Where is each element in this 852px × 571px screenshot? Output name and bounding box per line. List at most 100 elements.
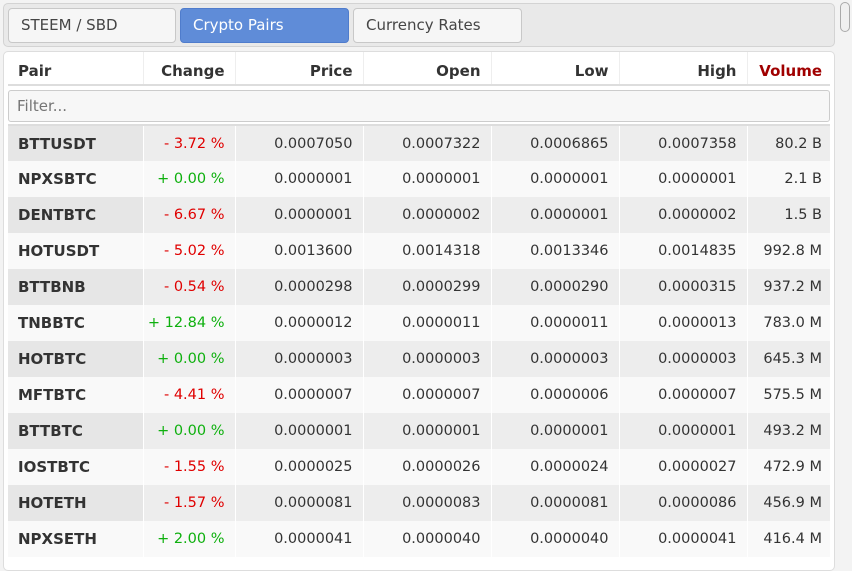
cell-high: 0.0014835 — [619, 233, 748, 269]
cell-pair: NPXSBTC — [8, 161, 144, 197]
header-volume[interactable]: Volume — [747, 52, 830, 86]
cell-pair: HOTUSDT — [8, 233, 144, 269]
cell-low: 0.0000006 — [491, 377, 620, 413]
cell-volume: 937.2 M — [747, 269, 830, 305]
scrollbar[interactable] — [838, 0, 852, 567]
cell-low: 0.0000011 — [491, 305, 620, 341]
header-change[interactable]: Change — [143, 52, 236, 86]
cell-low: 0.0013346 — [491, 233, 620, 269]
cell-change: - 0.54 % — [143, 269, 236, 305]
table-row[interactable]: DENTBTC - 6.67 % 0.0000001 0.0000002 0.00000… — [8, 197, 830, 233]
cell-price: 0.0000001 — [235, 413, 364, 449]
header-pair[interactable]: Pair — [8, 52, 144, 86]
cell-low: 0.0000001 — [491, 413, 620, 449]
cell-high: 0.0000315 — [619, 269, 748, 305]
cell-change: + 2.00 % — [143, 521, 236, 557]
cell-price: 0.0013600 — [235, 233, 364, 269]
cell-high: 0.0000027 — [619, 449, 748, 485]
cell-volume: 783.0 M — [747, 305, 830, 341]
cell-open: 0.0000002 — [363, 197, 492, 233]
cell-volume: 416.4 M — [747, 521, 830, 557]
cell-low: 0.0000001 — [491, 197, 620, 233]
cell-open: 0.0000001 — [363, 161, 492, 197]
cell-price: 0.0000025 — [235, 449, 364, 485]
cell-pair: BTTBNB — [8, 269, 144, 305]
table-row[interactable]: HOTBTC + 0.00 % 0.0000003 0.0000003 0.000000… — [8, 341, 830, 377]
pairs-panel: Pair Change Price Open Low High Volume B… — [3, 51, 835, 571]
cell-change: - 6.67 % — [143, 197, 236, 233]
cell-change: - 1.57 % — [143, 485, 236, 521]
cell-price: 0.0000007 — [235, 377, 364, 413]
cell-high: 0.0007358 — [619, 125, 748, 161]
cell-open: 0.0000001 — [363, 413, 492, 449]
cell-price: 0.0000081 — [235, 485, 364, 521]
cell-price: 0.0000001 — [235, 161, 364, 197]
tab-bar: STEEM / SBD Crypto Pairs Currency Rates — [3, 3, 835, 47]
cell-volume: 2.1 B — [747, 161, 830, 197]
cell-volume: 80.2 B — [747, 125, 830, 161]
cell-change: + 12.84 % — [143, 305, 236, 341]
table-row[interactable]: BTTUSDT - 3.72 % 0.0007050 0.0007322 0.00068… — [8, 125, 830, 161]
cell-high: 0.0000007 — [619, 377, 748, 413]
table-row[interactable]: NPXSBTC + 0.00 % 0.0000001 0.0000001 0.00000… — [8, 161, 830, 197]
pairs-table: Pair Change Price Open Low High Volume B… — [8, 52, 830, 557]
tab-currency-rates[interactable]: Currency Rates — [353, 8, 522, 43]
scrollbar-thumb[interactable] — [840, 2, 850, 32]
header-price[interactable]: Price — [235, 52, 364, 86]
cell-volume: 493.2 M — [747, 413, 830, 449]
cell-pair: MFTBTC — [8, 377, 144, 413]
cell-high: 0.0000001 — [619, 413, 748, 449]
cell-high: 0.0000086 — [619, 485, 748, 521]
filter-input[interactable] — [8, 89, 830, 122]
cell-volume: 1.5 B — [747, 197, 830, 233]
tab-steem-sbd[interactable]: STEEM / SBD — [8, 8, 176, 43]
cell-pair: HOTBTC — [8, 341, 144, 377]
table-row[interactable]: NPXSETH + 2.00 % 0.0000041 0.0000040 0.00000… — [8, 521, 830, 557]
cell-price: 0.0000003 — [235, 341, 364, 377]
cell-low: 0.0000024 — [491, 449, 620, 485]
cell-pair: BTTUSDT — [8, 125, 144, 161]
cell-low: 0.0000001 — [491, 161, 620, 197]
cell-pair: HOTETH — [8, 485, 144, 521]
table-row[interactable]: BTTBNB - 0.54 % 0.0000298 0.0000299 0.000029… — [8, 269, 830, 305]
cell-change: - 4.41 % — [143, 377, 236, 413]
header-high[interactable]: High — [619, 52, 748, 86]
table-row[interactable]: MFTBTC - 4.41 % 0.0000007 0.0000007 0.000000… — [8, 377, 830, 413]
table-row[interactable]: TNBBTC + 12.84 % 0.0000012 0.0000011 0.00000… — [8, 305, 830, 341]
cell-pair: NPXSETH — [8, 521, 144, 557]
cell-open: 0.0000007 — [363, 377, 492, 413]
cell-pair: BTTBTC — [8, 413, 144, 449]
table-row[interactable]: IOSTBTC - 1.55 % 0.0000025 0.0000026 0.00000… — [8, 449, 830, 485]
cell-low: 0.0000081 — [491, 485, 620, 521]
cell-low: 0.0006865 — [491, 125, 620, 161]
cell-change: - 3.72 % — [143, 125, 236, 161]
cell-open: 0.0007322 — [363, 125, 492, 161]
cell-high: 0.0000001 — [619, 161, 748, 197]
cell-volume: 992.8 M — [747, 233, 830, 269]
cell-price: 0.0007050 — [235, 125, 364, 161]
table-row[interactable]: HOTUSDT - 5.02 % 0.0013600 0.0014318 0.00133… — [8, 233, 830, 269]
cell-price: 0.0000298 — [235, 269, 364, 305]
cell-high: 0.0000013 — [619, 305, 748, 341]
cell-pair: TNBBTC — [8, 305, 144, 341]
cell-pair: IOSTBTC — [8, 449, 144, 485]
tab-crypto-pairs[interactable]: Crypto Pairs — [180, 8, 349, 43]
table-row[interactable]: BTTBTC + 0.00 % 0.0000001 0.0000001 0.000000… — [8, 413, 830, 449]
cell-high: 0.0000002 — [619, 197, 748, 233]
cell-price: 0.0000041 — [235, 521, 364, 557]
header-open[interactable]: Open — [363, 52, 492, 86]
cell-open: 0.0000003 — [363, 341, 492, 377]
cell-low: 0.0000003 — [491, 341, 620, 377]
cell-pair: DENTBTC — [8, 197, 144, 233]
cell-high: 0.0000041 — [619, 521, 748, 557]
header-low[interactable]: Low — [491, 52, 620, 86]
cell-volume: 472.9 M — [747, 449, 830, 485]
cell-change: - 1.55 % — [143, 449, 236, 485]
table-row[interactable]: HOTETH - 1.57 % 0.0000081 0.0000083 0.000008… — [8, 485, 830, 521]
cell-change: - 5.02 % — [143, 233, 236, 269]
cell-volume: 575.5 M — [747, 377, 830, 413]
cell-high: 0.0000003 — [619, 341, 748, 377]
cell-open: 0.0014318 — [363, 233, 492, 269]
cell-change: + 0.00 % — [143, 413, 236, 449]
cell-open: 0.0000026 — [363, 449, 492, 485]
